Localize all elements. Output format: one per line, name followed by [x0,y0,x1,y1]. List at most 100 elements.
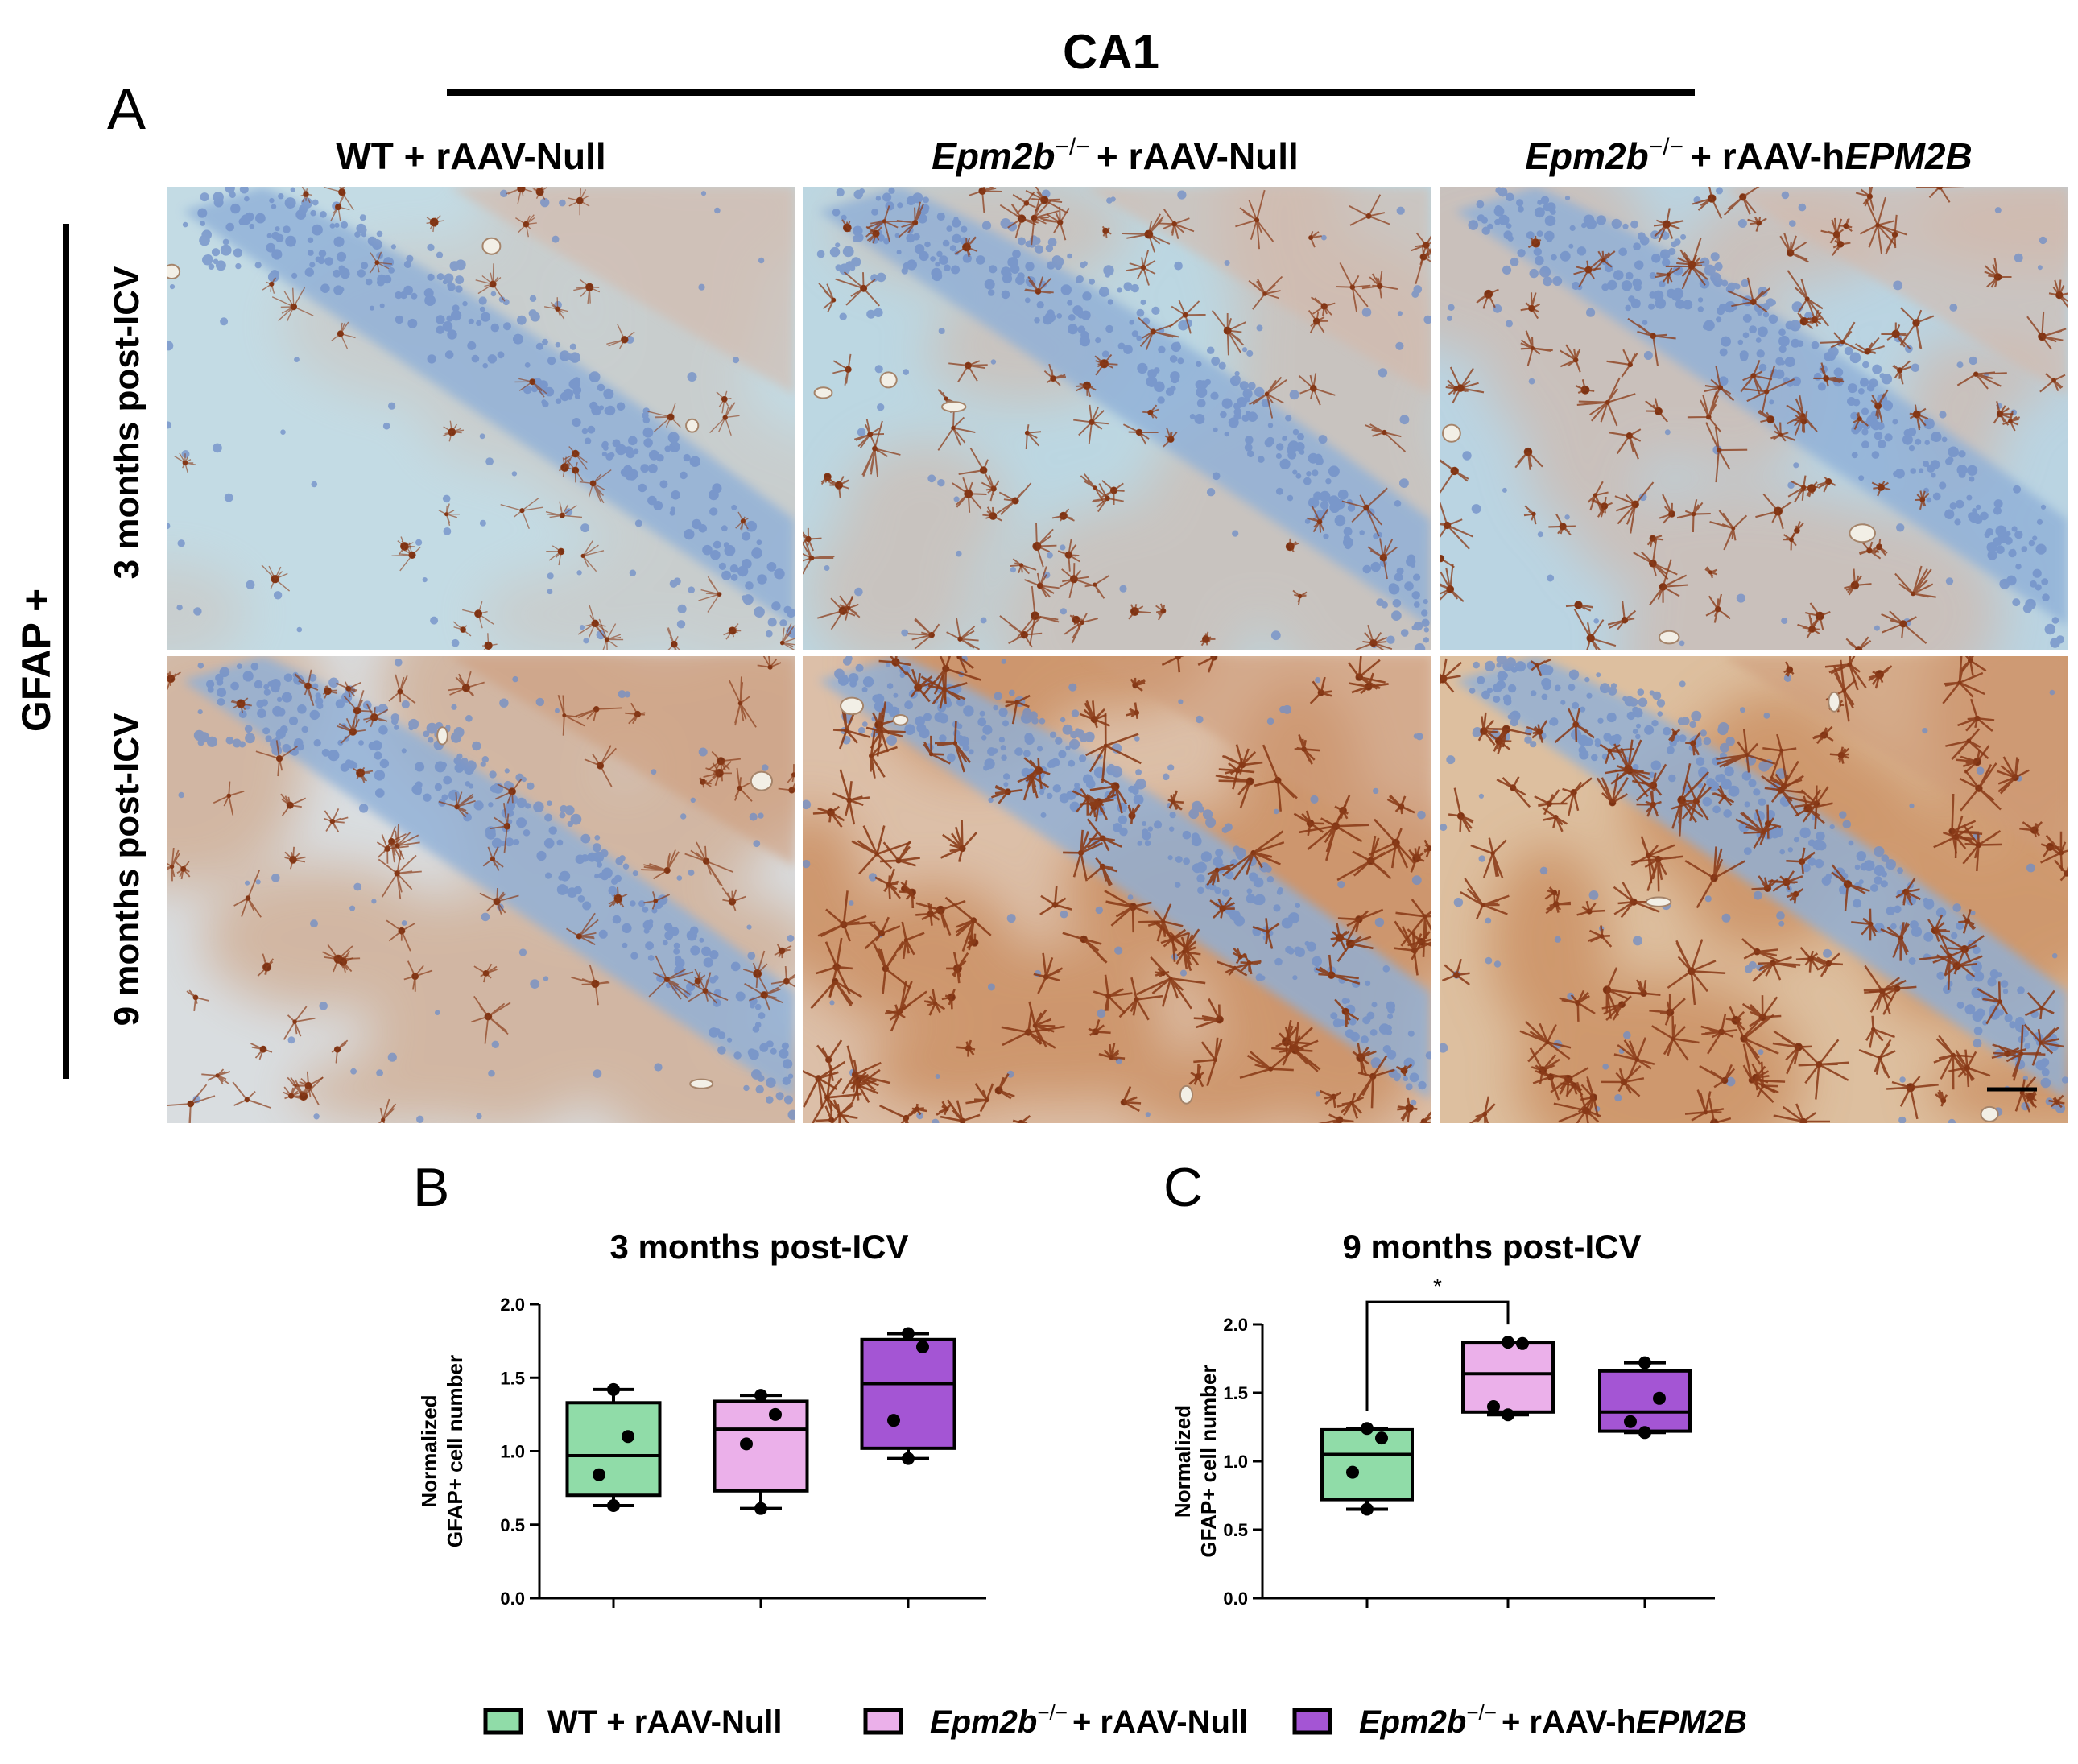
panel-b-point-ko-null [754,1502,767,1515]
panel-b-chart: B 3 months post-ICV NormalizedGFAP+ cell n… [413,1157,986,1609]
row-label-3-months: 3 months post-ICV [107,266,147,579]
panel-b-point-ko-hepm2b [902,1452,915,1465]
legend-label-ko-hepm2b: Epm2b−/− + rAAV-hEPM2B [1359,1700,1747,1740]
panel-b-y-tick-label: 1.5 [500,1368,525,1388]
panel-c-point-ko-null [1516,1336,1529,1350]
column-header-ko-null-genotype: Epm2b [932,135,1055,177]
legend-label-ko-hepm2b-treatment: + rAAV-h [1502,1704,1636,1740]
legend-label-ko-null-superscript: −/− [1037,1700,1068,1725]
legend-label-ko-null-treatment: + rAAV-Null [1072,1704,1248,1740]
legend-label-ko-null-genotype: Epm2b [930,1704,1037,1740]
panel-b-y-tick-label: 0.0 [500,1588,525,1609]
panel-c-ylabel-line1: Normalized [1171,1405,1195,1518]
legend-label-ko-hepm2b-gene: EPM2B [1636,1704,1747,1740]
panel-b-point-wt-null [607,1499,620,1513]
panel-b-point-ko-null [754,1389,767,1403]
panel-c-point-ko-null [1502,1336,1514,1349]
panel-c-letter: C [1163,1157,1203,1218]
micrograph-grid [167,187,2068,1123]
micrograph-3-months-wt-null [167,187,795,650]
legend-item-ko-null: Epm2b−/− + rAAV-Null [863,1700,1248,1740]
column-header-ko-hepm2b-superscript: −/− [1649,134,1683,160]
panel-b-iqr-ko-null [713,1399,809,1493]
column-header-wt-null: WT + rAAV-Null [336,135,605,177]
panel-c-significance-bracket [1365,1300,1510,1411]
panel-b-y-tick-label: 2.0 [500,1295,525,1315]
panel-c-ylabel-line2: GFAP+ cell number [1196,1365,1221,1557]
legend-swatch-wt-null [483,1708,523,1735]
column-header-ko-null-superscript: −/− [1056,134,1090,160]
panel-b-ylabel-line1: Normalized [417,1394,441,1507]
legend-item-wt-null: WT + rAAV-Null [483,1704,782,1740]
legend-swatch-ko-null [863,1708,903,1735]
legend-swatch-ko-hepm2b [1292,1708,1332,1735]
panel-b-point-wt-null [622,1430,634,1444]
panel-b-ylabel-line2: GFAP+ cell number [443,1355,467,1547]
panel-c-point-ko-null [1502,1408,1514,1422]
panel-b-box-wt-null [565,1382,662,1513]
panel-b-point-wt-null [593,1468,605,1481]
legend-label-wt-null: WT + rAAV-Null [547,1704,782,1740]
panel-c-title: 9 months post-ICV [1342,1228,1641,1266]
panel-b-iqr-ko-hepm2b [860,1337,956,1450]
region-title: CA1 [1063,25,1159,79]
micrograph-9-months-wt-null [167,656,795,1123]
panel-c-y-tick-label: 1.5 [1223,1383,1248,1403]
micrograph-3-months-ko-null [803,187,1431,650]
column-header-wt-null-text: WT + rAAV-Null [336,135,605,177]
micrograph-9-months-ko-hepm2b [1440,656,2068,1123]
panel-b-point-wt-null [607,1382,620,1396]
panel-c-significance-star: * [1433,1274,1442,1299]
panel-b-y-tick-label: 0.5 [500,1515,525,1535]
panel-c-y-tick-label: 0.5 [1223,1520,1248,1540]
panel-b-y-tick-label: 1.0 [500,1442,525,1462]
legend-item-ko-hepm2b: Epm2b−/− + rAAV-hEPM2B [1292,1700,1747,1740]
panel-c-y-tick-label: 0.0 [1223,1588,1248,1609]
panel-c-chart: C 9 months post-ICV NormalizedGFAP+ cell n… [1163,1157,1715,1609]
panel-b-title: 3 months post-ICV [609,1228,908,1266]
panel-c-y-tick-label: 1.0 [1223,1452,1248,1472]
panel-c-box-wt-null [1320,1422,1414,1516]
column-header-ko-null-treatment: + rAAV-Null [1097,135,1299,177]
column-header-ko-hepm2b-treatment: + rAAV-h [1690,135,1845,177]
row-label-9-months: 9 months post-ICV [107,713,147,1026]
legend-label-ko-null: Epm2b−/− + rAAV-Null [930,1700,1248,1740]
panel-b-iqr-wt-null [565,1401,662,1498]
panel-b-point-ko-hepm2b [902,1327,915,1341]
micrograph-9-months-ko-null [803,656,1431,1123]
column-header-ko-hepm2b-gene: EPM2B [1845,135,1972,177]
panel-c-point-wt-null [1361,1502,1374,1516]
panel-c-y-tick-label: 2.0 [1223,1315,1248,1335]
panel-c-point-ko-hepm2b [1638,1426,1651,1440]
panel-c-iqr-wt-null [1320,1427,1414,1502]
panel-c-point-ko-null [1487,1400,1500,1413]
panel-c-point-wt-null [1346,1465,1359,1479]
column-header-ko-null: Epm2b−/− + rAAV-Null [932,134,1299,177]
legend-label-ko-hepm2b-superscript: −/− [1466,1700,1497,1725]
panel-b-box-ko-null [713,1389,809,1515]
panel-a-letter: A [107,77,146,142]
panel-c-iqr-ko-null [1461,1341,1555,1414]
panel-c-box-ko-null [1461,1336,1555,1422]
panel-b-point-ko-null [740,1437,753,1451]
panel-b-ylabel: NormalizedGFAP+ cell number [417,1355,467,1547]
panel-c-point-ko-hepm2b [1638,1356,1651,1369]
legend-label-wt-null-text: WT + rAAV-Null [547,1704,782,1740]
panel-c-point-ko-hepm2b [1653,1391,1666,1405]
column-header-ko-hepm2b-genotype: Epm2b [1525,135,1648,177]
micrograph-3-months-ko-hepm2b [1440,187,2068,650]
panel-b-letter: B [413,1157,449,1218]
panel-c-box-ko-hepm2b [1598,1356,1692,1440]
panel-c-point-wt-null [1361,1422,1374,1436]
panel-c-iqr-ko-hepm2b [1598,1369,1692,1433]
panel-c-point-wt-null [1375,1431,1388,1445]
panel-b-point-ko-null [769,1407,782,1421]
panel-b-point-ko-hepm2b [887,1414,900,1427]
panel-c-ylabel: NormalizedGFAP+ cell number [1171,1365,1221,1557]
row-header-gfap: GFAP + [14,589,59,732]
panel-b-point-ko-hepm2b [916,1340,929,1353]
panel-b-box-ko-hepm2b [860,1327,956,1465]
panel-c-point-ko-hepm2b [1624,1415,1637,1428]
legend: WT + rAAV-Null Epm2b−/− + rAAV-Null Epm2b… [483,1700,1747,1740]
